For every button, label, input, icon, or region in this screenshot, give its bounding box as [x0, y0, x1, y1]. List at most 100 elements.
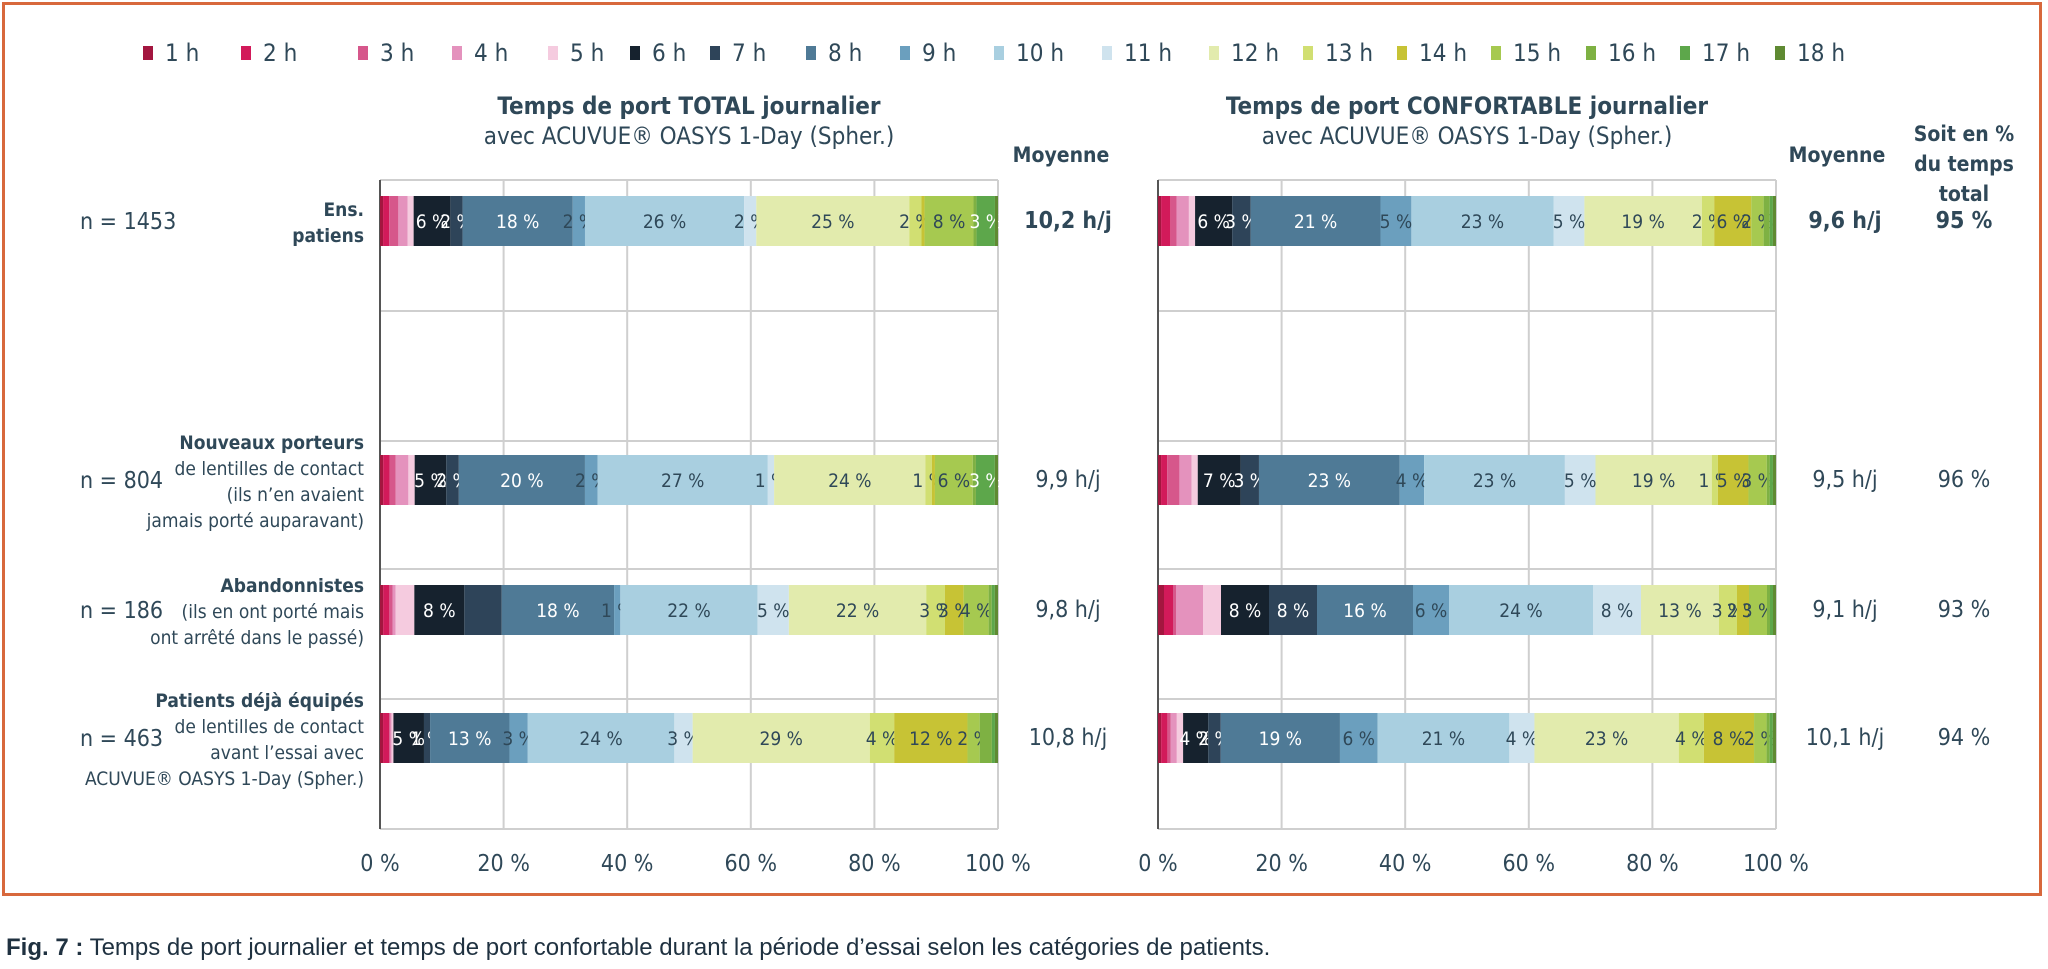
- figure-frame: 1 h 2 h 3 h 4 h 5 h 6 h 7 h 8 h 9 h 10 h 11 h 12 h 1…: [2, 2, 2042, 896]
- bar-p1-r3-17h: [991, 585, 995, 635]
- data-label-p2-r2-11h: 5 %: [1564, 470, 1597, 492]
- bar-p2-r3-1h: [1158, 585, 1164, 635]
- percent-of-total-r2: 96 %: [1938, 467, 1991, 493]
- data-label-p2-r3-11h: 8 %: [1601, 600, 1634, 622]
- bar-p1-r3-13h: [926, 585, 945, 635]
- bar-p1-r2-16h: [972, 455, 976, 505]
- bar-p2-r2-10h: [1424, 455, 1565, 505]
- legend-swatch-1h: [143, 46, 153, 60]
- mean-value-p2-r4: 10,1 h/j: [1806, 725, 1884, 751]
- legend-label-2h: 2 h: [263, 39, 297, 67]
- bar-p1-r3-3h: [389, 585, 393, 635]
- bar-p1-r2-14h: [931, 455, 935, 505]
- bar-p2-r4-17h: [1769, 713, 1773, 763]
- caption-text: Temps de port journalier et temps de por…: [89, 934, 1271, 961]
- legend-swatch-10h: [994, 46, 1004, 60]
- panel-1-x-tick-20: 20 %: [477, 851, 530, 877]
- bar-p1-r4-11h: [674, 713, 693, 763]
- row-n-2: n = 804: [80, 468, 163, 494]
- data-label-p1-r1-12h: 25 %: [811, 211, 854, 233]
- data-label-p2-r3-13h: 3 %: [1712, 600, 1745, 622]
- data-label-p1-r4-9h: 3 %: [502, 728, 535, 750]
- row-label-4-line-4: ACUVUE® OASYS 1-Day (Spher.): [85, 768, 364, 790]
- bar-p2-r3-8h: [1317, 585, 1413, 635]
- bar-p1-r4-5h: [391, 713, 394, 763]
- legend-label-13h: 13 h: [1325, 39, 1373, 67]
- bar-p1-r2-17h: [975, 455, 995, 505]
- bar-p2-r2-18h: [1772, 455, 1776, 505]
- bar-p1-r4-4h: [390, 713, 392, 763]
- bar-p2-r3-2h: [1164, 585, 1173, 635]
- bar-p1-r4-6h: [393, 713, 424, 763]
- percent-of-total-r4: 94 %: [1938, 725, 1991, 751]
- legend-swatch-11h: [1102, 46, 1112, 60]
- panel-1-x-tick-100: 100 %: [965, 851, 1031, 877]
- bar-p1-r2-18h: [994, 455, 998, 505]
- panel-2-x-tick-100: 100 %: [1743, 851, 1809, 877]
- percent-of-total-r1: 95 %: [1936, 208, 1993, 234]
- data-label-p2-r4-13h: 4 %: [1675, 728, 1708, 750]
- data-label-p2-r1-7h: 3 %: [1225, 211, 1258, 233]
- legend-swatch-6h: [630, 46, 640, 60]
- legend-swatch-15h: [1491, 46, 1501, 60]
- data-label-p2-r2-7h: 3 %: [1234, 470, 1267, 492]
- bar-p2-r1-6h: [1195, 196, 1233, 246]
- row-label-2-line-3: (ils n’en avaient: [227, 484, 365, 506]
- legend-swatch-17h: [1680, 46, 1690, 60]
- bar-p2-r4-10h: [1377, 713, 1510, 763]
- bar-p1-r2-2h: [383, 455, 390, 505]
- row-label-1-line-1: Ens.: [323, 199, 364, 221]
- bar-p1-r1-1h: [380, 196, 384, 246]
- data-label-p1-r3-6h: 8 %: [423, 600, 456, 622]
- row-label-4-line-2: de lentilles de contact: [175, 716, 365, 738]
- bar-p2-r2-9h: [1399, 455, 1425, 505]
- data-label-p1-r1-8h: 18 %: [496, 211, 539, 233]
- panel-1-title-line-1: Temps de port TOTAL journalier: [497, 92, 880, 120]
- bar-p2-r4-1h: [1158, 713, 1162, 763]
- data-label-p2-r1-11h: 5 %: [1553, 211, 1586, 233]
- percent-of-total-r3: 93 %: [1938, 597, 1991, 623]
- legend-label-1h: 1 h: [165, 39, 199, 67]
- data-label-p2-r2-8h: 23 %: [1308, 470, 1351, 492]
- bar-p2-r4-18h: [1772, 713, 1776, 763]
- bar-p2-r4-14h: [1703, 713, 1755, 763]
- legend-label-15h: 15 h: [1513, 39, 1561, 67]
- data-label-p2-r2-6h: 7 %: [1203, 470, 1236, 492]
- data-label-p2-r3-7h: 8 %: [1277, 600, 1310, 622]
- bar-p1-r1-3h: [389, 196, 399, 246]
- percent-header-line-1: Soit en %: [1914, 122, 2015, 146]
- bar-p2-r1-4h: [1176, 196, 1189, 246]
- row-label-2-line-1: Nouveaux porteurs: [179, 432, 364, 454]
- bar-p2-r4-13h: [1678, 713, 1704, 763]
- bar-p2-r4-4h: [1170, 713, 1177, 763]
- bar-p2-r1-14h: [1714, 196, 1752, 246]
- bar-p2-r1-2h: [1161, 196, 1171, 246]
- data-label-p1-r1-17h: 3 %: [969, 211, 1002, 233]
- bar-p1-r2-12h: [774, 455, 926, 505]
- bar-p1-r1-9h: [572, 196, 585, 246]
- bar-p2-r2-8h: [1258, 455, 1400, 505]
- legend-label-6h: 6 h: [652, 39, 686, 67]
- row-n-4: n = 463: [80, 726, 163, 752]
- data-label-p2-r3-8h: 16 %: [1343, 600, 1386, 622]
- bar-p2-r1-16h: [1763, 196, 1770, 246]
- bar-p1-r1-2h: [383, 196, 390, 246]
- panel-2-title-line-1: Temps de port CONFORTABLE journalier: [1226, 92, 1709, 120]
- data-label-p1-r4-10h: 24 %: [579, 728, 622, 750]
- panel-1-title-line-2: avec ACUVUE® OASYS 1-Day (Spher.): [484, 122, 895, 150]
- bar-p2-r2-3h: [1167, 455, 1180, 505]
- bar-p1-r1-6h: [413, 196, 451, 246]
- data-label-p1-r4-13h: 4 %: [866, 728, 899, 750]
- bar-p1-r3-14h: [944, 585, 964, 635]
- bar-p1-r1-16h: [973, 196, 977, 246]
- bar-p2-r2-6h: [1197, 455, 1241, 505]
- data-label-p2-r3-9h: 6 %: [1415, 600, 1448, 622]
- bar-p2-r3-6h: [1221, 585, 1269, 635]
- data-label-p1-r3-10h: 22 %: [667, 600, 710, 622]
- bar-p2-r4-11h: [1509, 713, 1535, 763]
- bar-p2-r2-16h: [1766, 455, 1770, 505]
- data-label-p2-r2-14h: 5 %: [1717, 470, 1750, 492]
- data-label-p1-r3-13h: 3 %: [919, 600, 952, 622]
- data-label-p2-r4-8h: 19 %: [1259, 728, 1302, 750]
- bar-p2-r4-5h: [1176, 713, 1184, 763]
